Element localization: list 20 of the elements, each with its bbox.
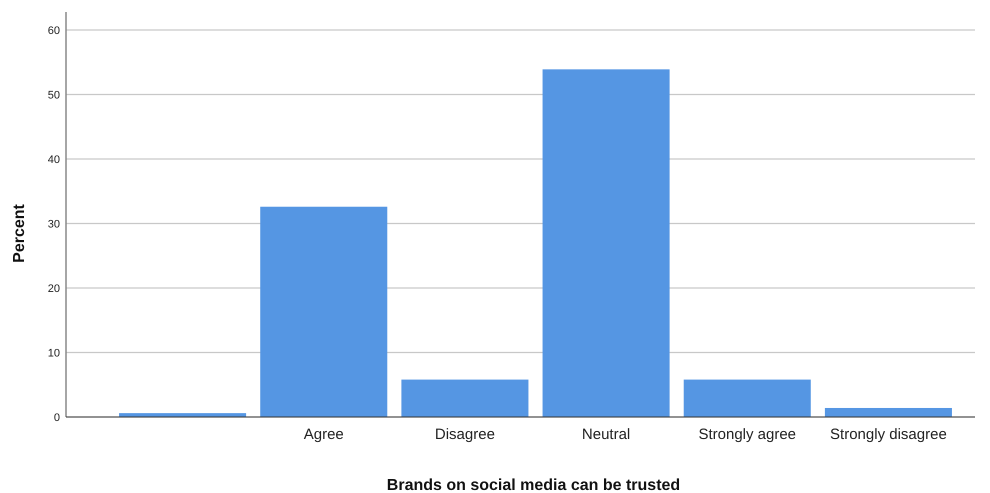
- y-axis-title: Percent: [11, 203, 28, 263]
- x-tick-label: Agree: [304, 426, 344, 443]
- x-tick-label: Strongly agree: [698, 426, 796, 443]
- y-tick-label: 30: [48, 218, 60, 230]
- y-tick-label: 50: [48, 89, 60, 102]
- bar: [401, 380, 528, 417]
- y-tick-label: 20: [48, 282, 60, 295]
- bar: [260, 206, 388, 417]
- bar: [119, 413, 246, 417]
- y-tick-label: 10: [48, 347, 60, 360]
- x-axis-title: Brands on social media can be trusted: [386, 477, 680, 493]
- x-tick-label: Disagree: [434, 426, 495, 443]
- bar: [542, 69, 670, 417]
- y-tick-label: 40: [48, 154, 60, 166]
- x-tick-label: Strongly disagree: [830, 426, 947, 443]
- bar: [684, 380, 811, 417]
- y-tick-label: 60: [48, 24, 60, 37]
- x-tick-label: Neutral: [582, 426, 630, 443]
- bar: [824, 408, 952, 417]
- y-tick-label: 0: [54, 412, 60, 424]
